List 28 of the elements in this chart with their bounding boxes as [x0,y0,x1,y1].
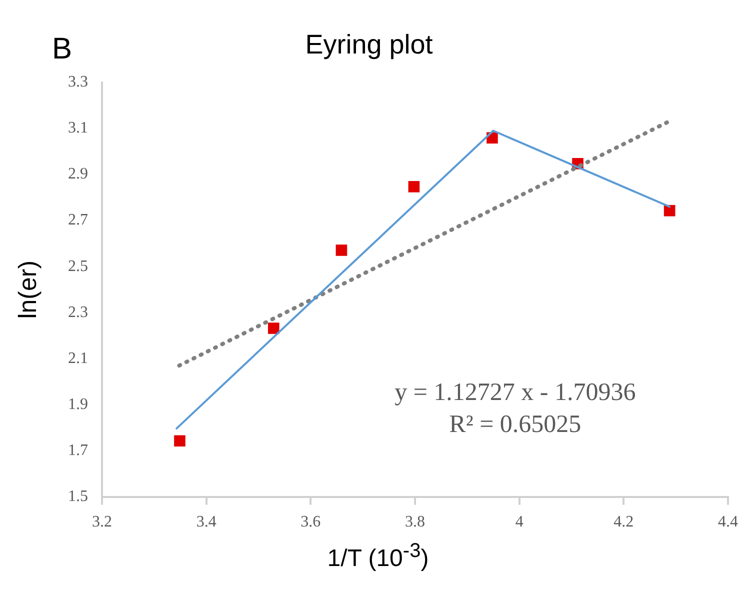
annotation: y = 1.12727 x - 1.70936 [394,378,636,406]
x-tick-label: 4.4 [718,514,738,531]
x-tick-label: 4 [515,514,524,531]
chart-title: Eyring plot [305,30,434,60]
point [174,435,186,447]
y-axis-title: ln(er) [14,260,42,319]
y-tick-label: 2.9 [68,166,88,183]
y-tick-label: 2.5 [68,258,88,275]
x-tick-label: 3.8 [405,514,425,531]
y-tick-label: 1.7 [68,442,88,459]
point [664,204,676,216]
y-tick-label: 1.5 [68,488,88,506]
y-tick-label: 2.3 [68,304,88,321]
x-tick-label: 4.2 [614,514,634,531]
y-tick-label: 2.7 [68,212,88,229]
point [408,181,420,192]
x-tick-label: 3.6 [300,514,321,531]
x-axis-title: 1/T (10$^{-3}$) [326,540,430,573]
y-tick-label: 2.1 [68,350,88,367]
text: B [52,32,72,66]
point [268,322,280,334]
x-tick-label: 3.2 [92,514,112,531]
annotation: R² = 0.65025 [449,410,582,438]
y-tick-label: 3.1 [68,120,88,137]
x-tick-label: 3.4 [196,514,216,531]
point [336,244,348,256]
y-tick-label: 3.3 [68,74,88,91]
y-tick-label: 1.9 [68,396,88,413]
